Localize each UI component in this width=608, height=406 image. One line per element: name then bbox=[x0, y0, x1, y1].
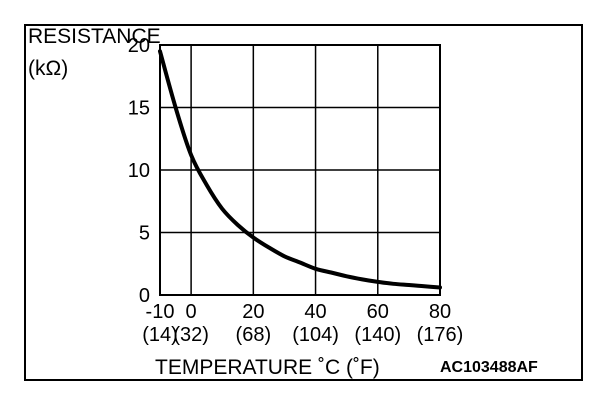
x-tick-label-fahrenheit: (140) bbox=[354, 324, 401, 346]
x-tick-label-fahrenheit: (104) bbox=[292, 324, 339, 346]
y-tick-label: 5 bbox=[139, 223, 150, 245]
x-axis-label: TEMPERATURE ˚C (˚F) bbox=[155, 356, 380, 379]
x-tick-label: 80 bbox=[429, 301, 451, 323]
y-tick-label: 15 bbox=[128, 98, 150, 120]
x-tick-labels-fahrenheit: (14)(32) (68) (104) (140) (176) bbox=[142, 324, 463, 346]
y-tick-labels: 0 5 10 15 20 bbox=[128, 35, 150, 307]
y-axis-label-line1: RESISTANCE bbox=[28, 25, 161, 48]
y-tick-label: 0 bbox=[139, 285, 150, 307]
plot-frame bbox=[159, 44, 441, 296]
figure-frame bbox=[24, 24, 583, 381]
x-tick-label-fahrenheit: (32) bbox=[173, 324, 209, 346]
x-tick-label: 40 bbox=[304, 301, 326, 323]
series-line-resistance bbox=[158, 49, 442, 290]
x-tick-label: -10 bbox=[146, 301, 175, 323]
y-tick-label: 20 bbox=[128, 35, 150, 57]
y-tick-label: 10 bbox=[128, 160, 150, 182]
x-tick-label-fahrenheit: (176) bbox=[417, 324, 464, 346]
x-tick-label: 60 bbox=[367, 301, 389, 323]
x-tick-label: 0 bbox=[186, 301, 197, 323]
grid-lines bbox=[159, 44, 441, 296]
y-axis-label-line2: (kΩ) bbox=[28, 57, 68, 80]
x-tick-labels: -10 0 20 40 60 80 bbox=[146, 301, 452, 323]
x-tick-label: 20 bbox=[242, 301, 264, 323]
x-tick-label-fahrenheit: (68) bbox=[236, 324, 272, 346]
x-tick-label-fahrenheit: (14) bbox=[142, 324, 178, 346]
figure-code: AC103488AF bbox=[440, 359, 538, 376]
